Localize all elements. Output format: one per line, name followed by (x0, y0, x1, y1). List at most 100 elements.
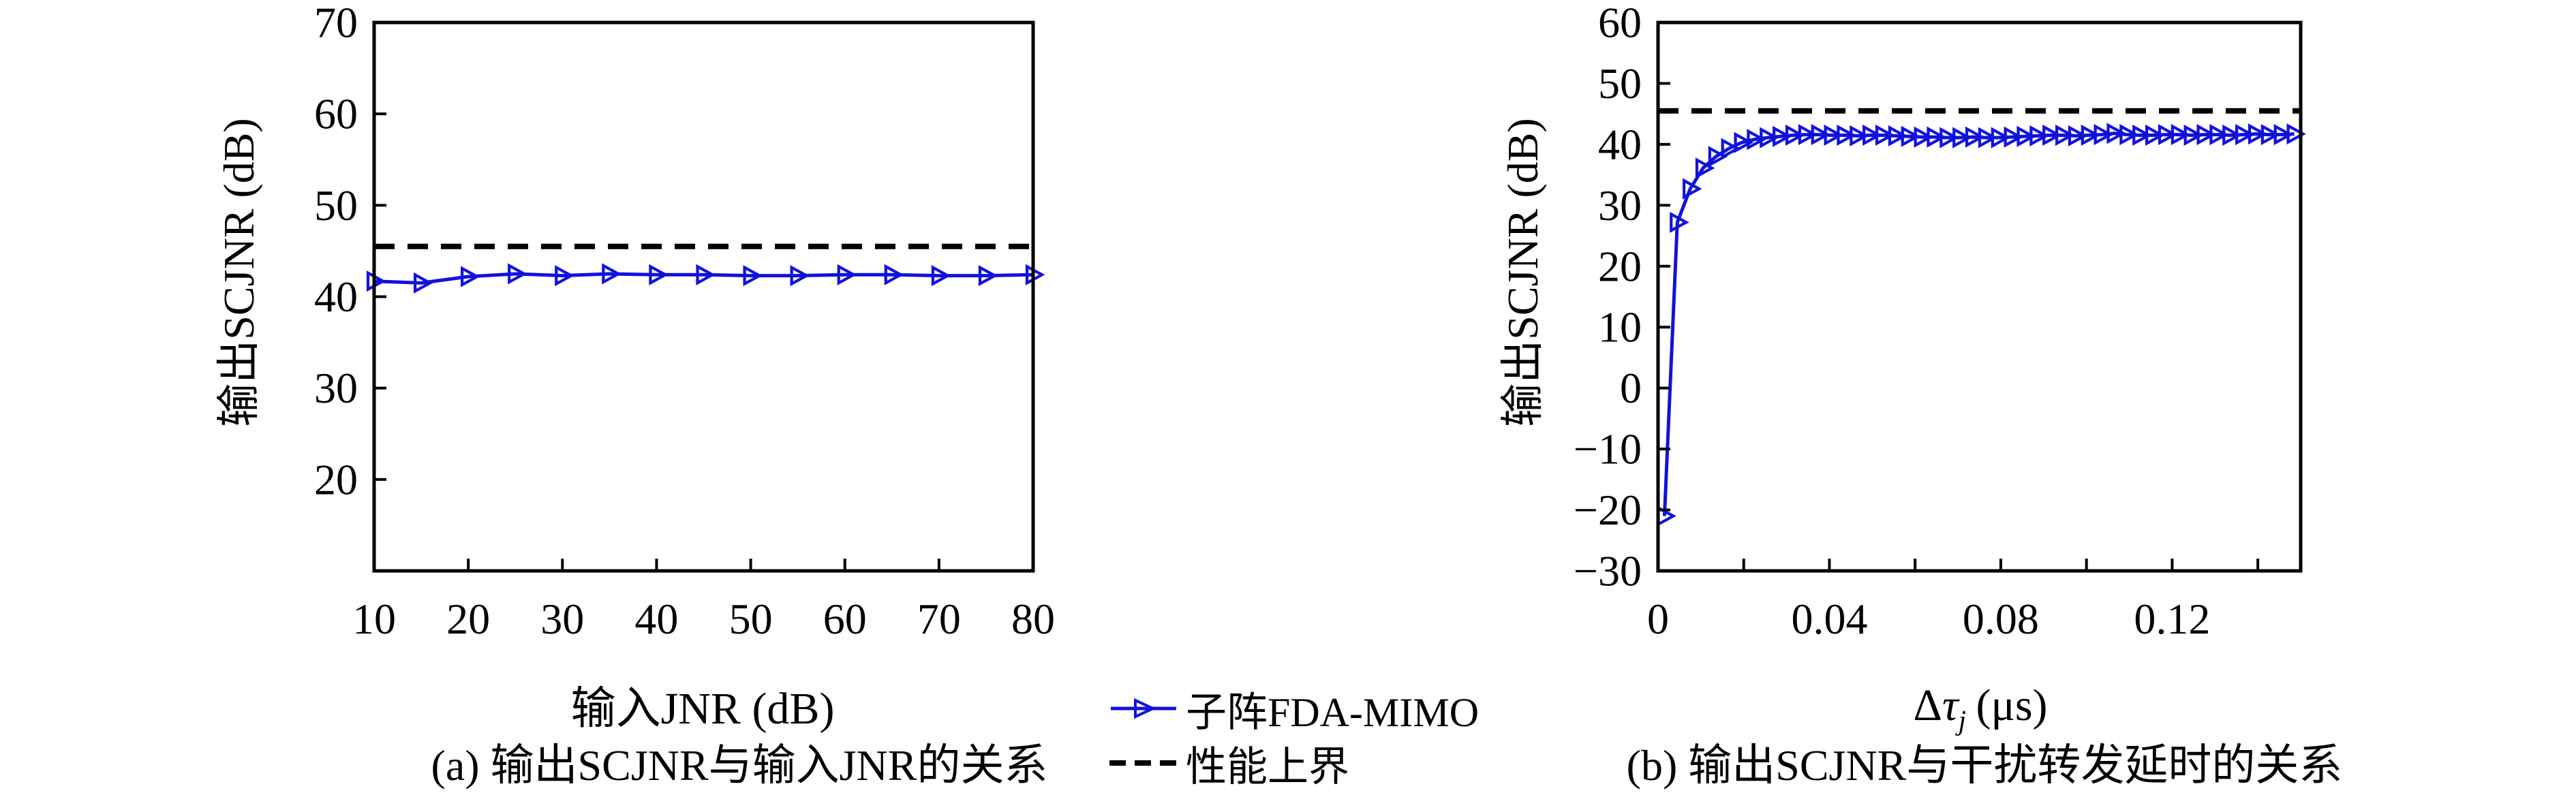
triangle-marker (2158, 124, 2178, 146)
triangle-marker (837, 264, 857, 285)
triangle-marker (1683, 178, 1702, 200)
x-tick-label: 70 (917, 595, 961, 643)
tau-symbol: τ (1942, 681, 1959, 730)
triangle-marker (1965, 126, 1985, 148)
triangle-marker (1939, 127, 1959, 149)
triangle-marker (884, 264, 904, 285)
triangle-marker (1991, 127, 2011, 149)
triangle-marker (1785, 124, 1805, 146)
triangle-marker (2171, 124, 2191, 146)
triangle-marker (2222, 124, 2242, 146)
legend-item-subarray-fda-mimo: 子阵FDA-MIMO (1109, 688, 1479, 735)
right-chart-x-axis-label: Δτj (μs) (1913, 680, 2048, 734)
legend-label-subarray-fda-mimo: 子阵FDA-MIMO (1186, 689, 1479, 735)
plot-box (372, 20, 1035, 573)
dashed-line-icon (1109, 760, 1178, 766)
triangle-marker (2273, 124, 2294, 146)
x-tick-label: 0.08 (1963, 595, 2039, 643)
y-tick-label: 20 (1598, 242, 1642, 290)
triangle-marker (1862, 124, 1882, 146)
y-tick-label: −10 (1574, 425, 1642, 473)
triangle-marker (2132, 124, 2152, 146)
y-tick-label: 30 (314, 364, 358, 412)
triangle-marker (1927, 126, 1946, 148)
y-tick-label: 10 (1598, 303, 1642, 352)
triangle-marker (2248, 123, 2268, 145)
x-tick-label: 0.04 (1791, 595, 1867, 643)
triangle-marker (2106, 123, 2126, 144)
triangle-marker (1875, 124, 1895, 146)
triangle-marker (2183, 124, 2204, 146)
triangle-marker (743, 265, 763, 287)
triangle-marker (790, 265, 810, 287)
triangle-marker (1773, 125, 1792, 147)
x-tick-label: 60 (823, 595, 867, 643)
triangle-marker (2145, 124, 2165, 146)
triangle-marker (2196, 124, 2216, 146)
triangle-marker (2055, 124, 2075, 146)
triangle-marker (508, 263, 527, 285)
triangle-marker (2094, 124, 2114, 146)
triangle-marker (2042, 124, 2062, 146)
y-tick-label: 50 (1598, 59, 1642, 108)
y-tick-label: 40 (314, 272, 358, 321)
triangle-marker (978, 265, 998, 287)
triangle-marker (1708, 146, 1728, 168)
caption-panel-a: (a) 输出SCJNR与输入JNR的关系 (431, 741, 1048, 790)
triangle-marker (1901, 125, 1921, 147)
triangle-marker (1978, 127, 1998, 149)
y-tick-label: 60 (1598, 0, 1642, 47)
y-tick-label: −20 (1574, 486, 1642, 534)
triangle-marker (2081, 124, 2101, 146)
triangle-marker (931, 265, 951, 287)
triangle-marker (649, 264, 669, 285)
x-tick-label: 50 (729, 595, 773, 643)
triangle-marker (1850, 125, 1869, 146)
triangle-marker (555, 265, 574, 287)
series-line (1662, 131, 2295, 516)
triangle-marker (413, 272, 433, 294)
x-tick-label: 40 (634, 595, 678, 643)
y-tick-label: 60 (314, 90, 358, 138)
triangle-marker (2286, 123, 2306, 145)
triangle-marker (602, 263, 622, 285)
legend: 子阵FDA-MIMO 性能上界 (1109, 688, 1479, 790)
x-axis-unit: (μs) (1976, 681, 2048, 730)
triangle-marker (2260, 124, 2281, 146)
caption-panel-b: (b) 输出SCJNR与干扰转发延时的关系 (1626, 741, 2343, 790)
y-tick-label: 70 (314, 0, 358, 47)
right-chart-y-axis-label: 输出SCJNR (dB) (1499, 118, 1547, 427)
delta-symbol: Δ (1913, 681, 1942, 730)
triangle-marker (2119, 124, 2139, 146)
triangle-marker (2209, 124, 2229, 146)
series-line (373, 272, 1034, 285)
triangle-marker (1798, 124, 1818, 146)
triangle-marker (1837, 124, 1856, 146)
plot-box (1656, 20, 2303, 573)
triangle-marker (1760, 127, 1779, 149)
left-chart-x-axis-label: 输入JNR (dB) (570, 684, 835, 734)
triangle-marker (461, 266, 480, 287)
x-tick-label: 10 (352, 595, 396, 643)
x-tick-label: 80 (1011, 595, 1055, 643)
x-tick-label: 20 (446, 595, 490, 643)
legend-item-upper-bound: 性能上界 (1109, 743, 1479, 790)
triangle-marker (1721, 138, 1741, 159)
triangle-marker (2017, 125, 2036, 147)
tau-subscript: j (1958, 705, 1966, 736)
y-tick-label: −30 (1574, 547, 1642, 595)
y-tick-label: 20 (314, 455, 358, 503)
triangle-marker (2029, 125, 2049, 146)
legend-label-upper-bound: 性能上界 (1186, 744, 1349, 790)
y-tick-label: 50 (314, 181, 358, 230)
triangle-marker (1811, 124, 1831, 146)
triangle-marker (1695, 157, 1715, 179)
x-tick-label: 0.12 (2134, 595, 2210, 643)
left-chart-y-axis-label: 输出SCJNR (dB) (215, 118, 263, 427)
triangle-marker (696, 264, 716, 285)
triangle-marker (2068, 125, 2088, 146)
triangle-marker (1824, 124, 1843, 146)
triangle-marker (1888, 125, 1908, 146)
